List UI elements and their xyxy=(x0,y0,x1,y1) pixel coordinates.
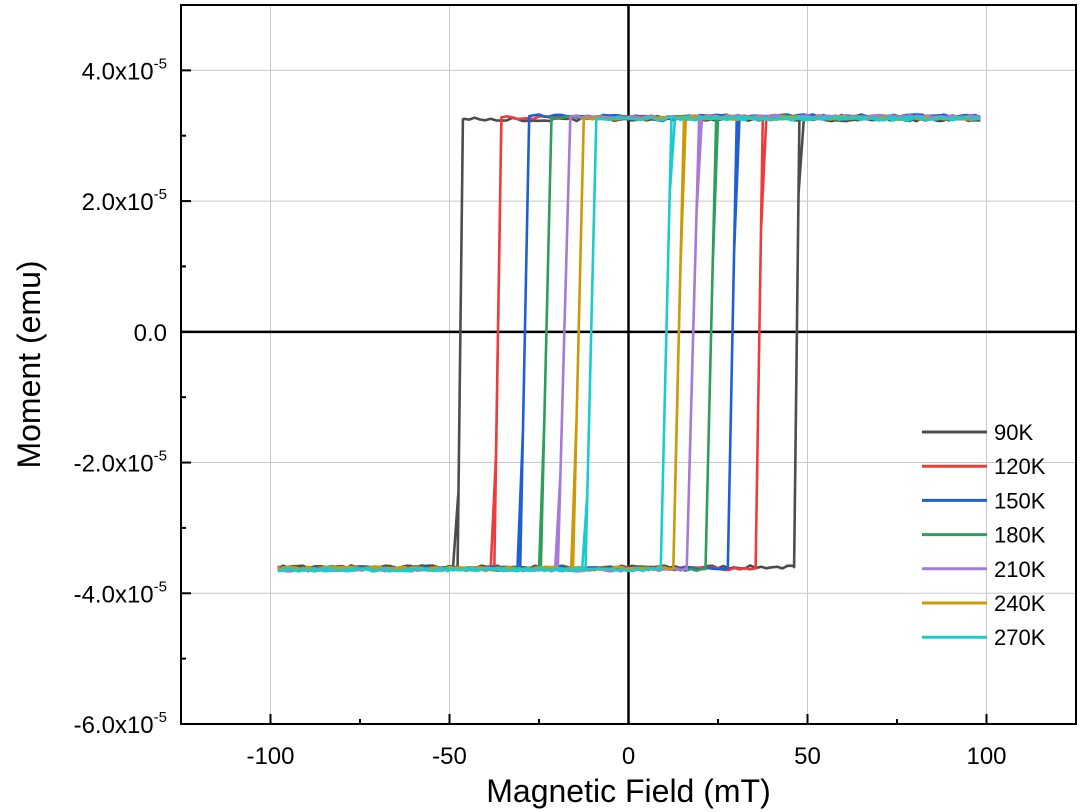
legend-label-180K: 180K xyxy=(994,523,1046,548)
legend-label-120K: 120K xyxy=(994,454,1046,479)
x-axis-title: Magnetic Field (mT) xyxy=(486,773,771,809)
legend-label-240K: 240K xyxy=(994,591,1046,616)
y-tick-label: -2.0x10-5 xyxy=(74,448,167,478)
x-tick-label: -50 xyxy=(432,743,467,770)
x-tick-label: 0 xyxy=(622,743,635,770)
series-line-270K xyxy=(277,115,981,573)
y-axis-title: Moment (emu) xyxy=(11,260,47,468)
axis-ticks xyxy=(180,69,1077,725)
x-tick-labels: -100 -50 0 50 100 xyxy=(246,743,1006,770)
y-tick-label: 4.0x10-5 xyxy=(82,55,167,85)
zero-axes xyxy=(181,5,1076,724)
legend-label-270K: 270K xyxy=(994,625,1046,650)
series-layer xyxy=(277,113,981,573)
legend-label-210K: 210K xyxy=(994,557,1046,582)
x-tick-label: -100 xyxy=(246,743,294,770)
x-tick-label: 100 xyxy=(966,743,1006,770)
legend-label-150K: 150K xyxy=(994,488,1046,513)
y-tick-label: -4.0x10-5 xyxy=(74,578,167,608)
y-tick-label: 0.0 xyxy=(134,320,167,347)
y-tick-labels: -6.0x10-5 -4.0x10-5 -2.0x10-5 0.0 2.0x10-5 4.… xyxy=(74,55,167,739)
legend-label-90K: 90K xyxy=(994,420,1033,445)
y-tick-label: 2.0x10-5 xyxy=(82,186,167,216)
legend: 90K 120K 150K 180K 210K 240K 270K xyxy=(922,420,1046,650)
y-tick-label: -6.0x10-5 xyxy=(74,709,167,739)
x-tick-label: 50 xyxy=(794,743,821,770)
